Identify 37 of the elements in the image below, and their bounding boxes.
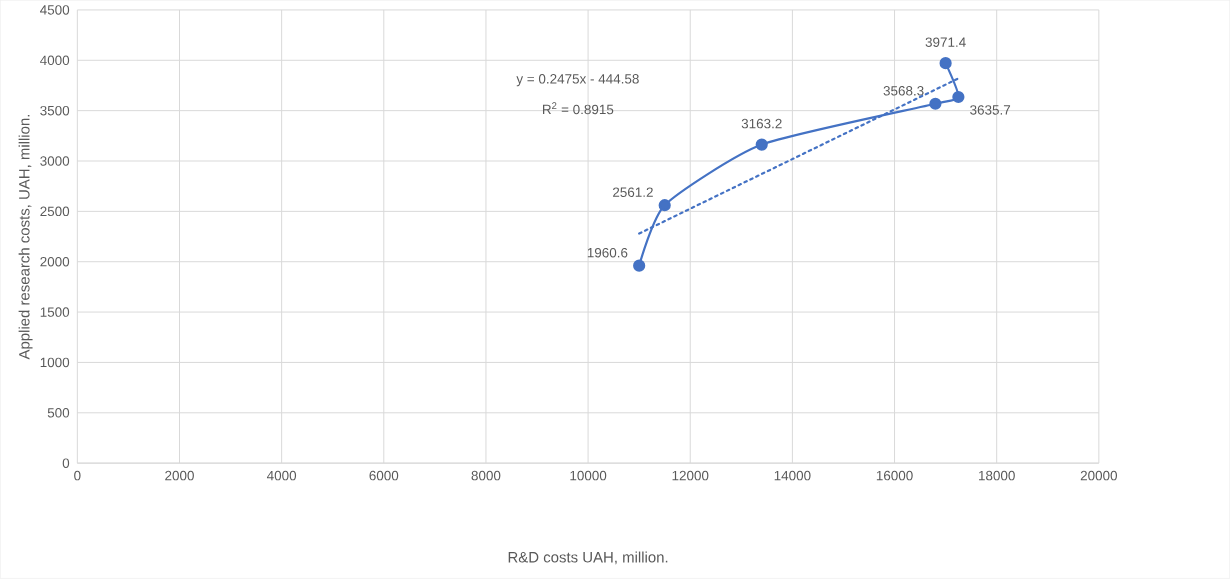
point xyxy=(633,259,646,272)
y-axis-title: Applied research costs, UAH, million. xyxy=(18,115,33,360)
annotation: y = 0.2475x - 444.58 xyxy=(516,74,639,87)
y-tick-label: 0 xyxy=(62,458,70,469)
y-tick-label: 500 xyxy=(47,408,70,418)
y-tick-label: 4500 xyxy=(40,5,70,15)
x-tick-label: 14000 xyxy=(774,470,811,481)
x-tick-label: 2000 xyxy=(165,470,194,481)
point xyxy=(952,91,965,104)
y-tick-label: 3500 xyxy=(40,106,70,116)
data-label: 3163.2 xyxy=(741,118,782,129)
point xyxy=(755,138,768,151)
y-tick-label: 3000 xyxy=(40,156,70,166)
x-tick-label: 4000 xyxy=(266,470,297,481)
x-tick-label: 18000 xyxy=(979,470,1015,481)
x-tick-label: 12000 xyxy=(672,470,709,481)
point xyxy=(658,199,671,212)
point xyxy=(929,97,942,111)
data-label: 2561.2 xyxy=(613,187,653,198)
data-label: 1960.6 xyxy=(587,248,628,258)
y-tick-label: 1500 xyxy=(40,307,70,317)
x-tick-label: 6000 xyxy=(369,470,399,481)
annotation: R$^{2}$ = 0.8915 xyxy=(543,102,614,115)
x-tick-label: 0 xyxy=(74,470,81,481)
data-label: 3635.7 xyxy=(970,105,1011,115)
x-tick-label: 16000 xyxy=(876,470,913,481)
x-axis-title: R&D costs UAH, million. xyxy=(508,551,668,565)
data-label: 3568.3 xyxy=(883,86,924,96)
y-tick-label: 1000 xyxy=(40,357,70,368)
data-label: 3971.4 xyxy=(925,37,966,48)
x-tick-label: 20000 xyxy=(1080,470,1118,481)
x-tick-label: 10000 xyxy=(570,470,607,481)
y-tick-label: 2000 xyxy=(40,257,70,267)
y-tick-label: 2500 xyxy=(40,206,70,217)
x-tick-label: 8000 xyxy=(471,470,501,481)
point xyxy=(939,57,952,70)
y-tick-label: 4000 xyxy=(40,55,70,66)
